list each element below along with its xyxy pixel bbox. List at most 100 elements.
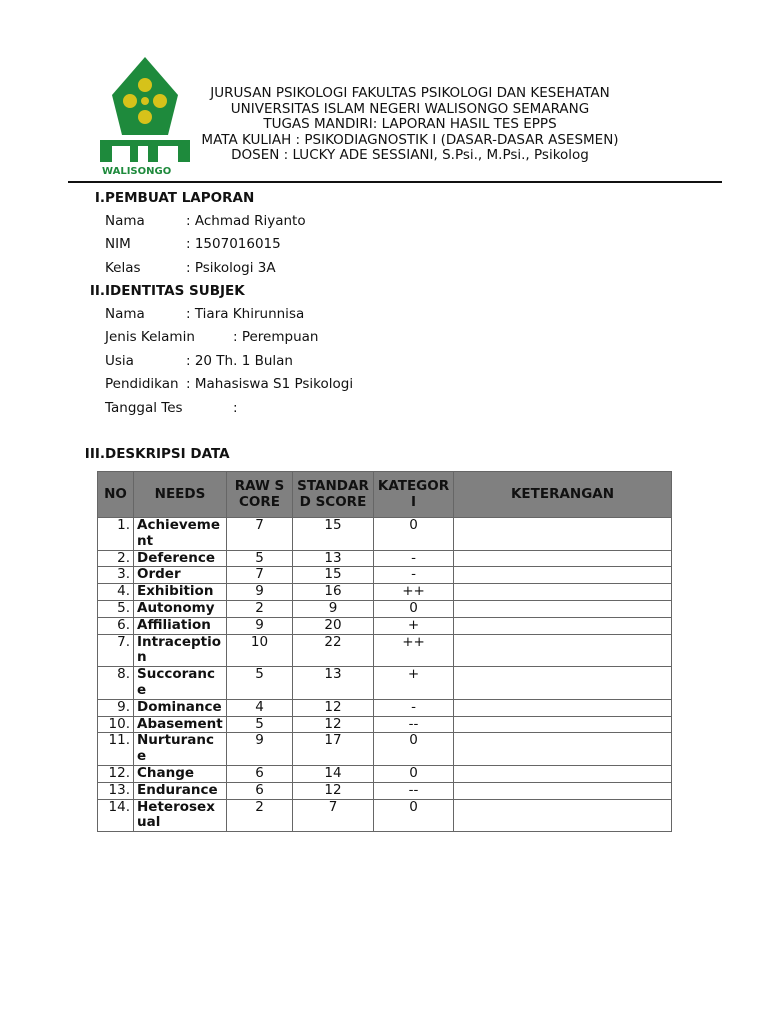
table-row: 1. Achievement 7 15 0 (97, 517, 672, 551)
cell-kategori: 0 (373, 764, 454, 783)
cell-kategori: 0 (373, 798, 454, 833)
cell-need: Heterosexual (133, 798, 227, 833)
cell-keterangan (453, 549, 672, 568)
cell-kategori: + (373, 616, 454, 635)
header-line: UNIVERSITAS ISLAM NEGERI WALISONGO SEMAR… (230, 100, 590, 117)
cell-need: Change (133, 764, 227, 783)
table-row: 3. Order 7 15- (97, 566, 672, 585)
table-row: 10. Abasement 5 12 -- (97, 715, 672, 734)
cell-need: Affiliation (133, 616, 227, 635)
header-divider (68, 181, 722, 183)
cell-standard-score: 12 (292, 698, 374, 717)
cell-keterangan (453, 517, 672, 551)
cell-no: 4. (97, 583, 134, 601)
cell-need: Deference (133, 549, 227, 568)
table-row: 8. Succorance 5 13 + (97, 666, 672, 700)
cell-no: 9. (97, 698, 134, 717)
cell-keterangan (453, 616, 672, 635)
field-label: Usia (105, 353, 134, 369)
cell-no: 13. (97, 781, 134, 800)
cell-standard-score: 16 (292, 583, 374, 601)
field-label: Jenis Kelamin (105, 329, 195, 345)
table-row: 5. Autonomy 2 9 0 (97, 599, 672, 618)
field-label: Nama (105, 213, 145, 229)
header-line: DOSEN : LUCKY ADE SESSIANI, S.Psi., M.Ps… (231, 147, 589, 164)
table-row: 9. Dominance 4 12- (97, 698, 672, 717)
cell-raw-score: 4 (226, 698, 293, 717)
table-row: 13. Endurance 6 12 -- (97, 781, 672, 800)
cell-no: 7. (97, 633, 134, 668)
col-header-raw-score: RAW SCORE (226, 471, 293, 518)
cell-keterangan (453, 633, 672, 668)
cell-standard-score: 13 (292, 549, 374, 568)
col-header-kategori: KATEGORI (373, 471, 454, 518)
table-row: 4. Exhibition 9 16 ++ (97, 583, 672, 601)
table-row: 14. Heterosexual 2 7 0 (97, 798, 672, 833)
field-value: : (233, 400, 238, 416)
cell-no: 6. (97, 616, 134, 635)
table-row: 7. Intraception 10 22 ++ (97, 633, 672, 668)
cell-standard-score: 13 (292, 666, 374, 700)
field-label: Nama (105, 306, 145, 322)
cell-need: Achievement (133, 517, 227, 551)
header-line: MATA KULIAH : PSIKODIAGNOSTIK I (DASAR-D… (201, 131, 619, 148)
cell-no: 3. (97, 566, 134, 585)
cell-raw-score: 6 (226, 781, 293, 800)
header-line: TUGAS MANDIRI: LAPORAN HASIL TES EPPS (263, 116, 557, 133)
cell-raw-score: 5 (226, 549, 293, 568)
cell-keterangan (453, 583, 672, 601)
cell-standard-score: 15 (292, 566, 374, 585)
cell-need: Order (133, 566, 227, 585)
cell-kategori: -- (373, 781, 454, 800)
cell-standard-score: 12 (292, 715, 374, 734)
field-label: Pendidikan (105, 376, 179, 392)
cell-kategori: - (373, 549, 454, 568)
cell-standard-score: 9 (292, 599, 374, 618)
field-value: : 20 Th. 1 Bulan (186, 353, 293, 369)
table-row: 6. Affiliation 9 20 + (97, 616, 672, 635)
cell-no: 2. (97, 549, 134, 568)
col-header-keterangan: KETERANGAN (453, 471, 672, 518)
cell-need: Intraception (133, 633, 227, 668)
cell-standard-score: 12 (292, 781, 374, 800)
cell-no: 12. (97, 764, 134, 783)
cell-no: 8. (97, 666, 134, 700)
cell-no: 14. (97, 798, 134, 833)
cell-kategori: - (373, 566, 454, 585)
cell-keterangan (453, 666, 672, 700)
section-heading: III. DESKRIPSI DATA (84, 446, 230, 462)
cell-standard-score: 17 (292, 732, 374, 766)
table-row: 2. Deference 5 13- (97, 549, 672, 568)
col-header-no: NO (97, 471, 134, 518)
section-heading: I. PEMBUAT LAPORAN (94, 190, 255, 206)
field-value: : Mahasiswa S1 Psikologi (186, 376, 354, 392)
cell-standard-score: 14 (292, 764, 374, 783)
cell-kategori: -- (373, 715, 454, 734)
cell-keterangan (453, 715, 672, 734)
cell-no: 10. (97, 715, 134, 734)
cell-need: Nurturance (133, 732, 227, 766)
cell-raw-score: 7 (226, 517, 293, 551)
cell-no: 5. (97, 599, 134, 618)
cell-kategori: 0 (373, 517, 454, 551)
field-value: : Psikologi 3A (186, 260, 276, 276)
table-row: 11. Nurturance 9 17 0 (97, 732, 672, 766)
cell-need: Dominance (133, 698, 227, 717)
cell-raw-score: 9 (226, 732, 293, 766)
cell-raw-score: 5 (226, 666, 293, 700)
field-label: Tanggal Tes (105, 400, 183, 416)
cell-keterangan (453, 798, 672, 833)
col-header-needs: NEEDS (133, 471, 227, 518)
cell-raw-score: 5 (226, 715, 293, 734)
cell-kategori: 0 (373, 732, 454, 766)
cell-need: Endurance (133, 781, 227, 800)
cell-need: Succorance (133, 666, 227, 700)
cell-no: 1. (97, 517, 134, 551)
cell-raw-score: 6 (226, 764, 293, 783)
field-value: : Perempuan (233, 329, 319, 345)
cell-standard-score: 7 (292, 798, 374, 833)
section-heading: II. IDENTITAS SUBJEK (89, 283, 245, 299)
cell-need: Exhibition (133, 583, 227, 601)
cell-raw-score: 2 (226, 798, 293, 833)
